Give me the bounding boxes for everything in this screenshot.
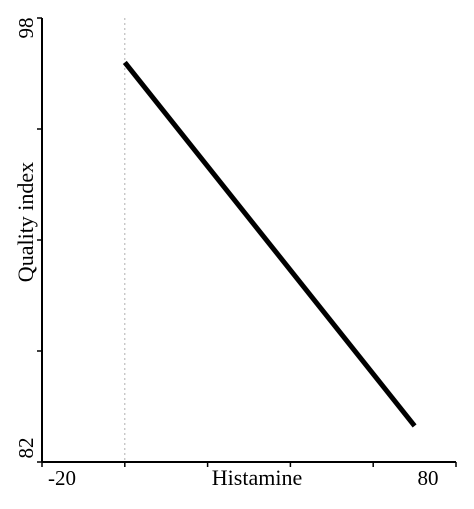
x-tick-label-max: 80	[418, 466, 439, 490]
x-tick-label-min: -20	[48, 466, 76, 490]
axis-ticks	[37, 17, 457, 467]
x-axis-label: Histamine	[212, 465, 302, 490]
y-tick-label-max: 98	[14, 18, 38, 39]
series-line	[122, 60, 417, 428]
y-tick-label-min: 82	[14, 438, 38, 459]
y-axis-label: Quality index	[13, 162, 38, 282]
